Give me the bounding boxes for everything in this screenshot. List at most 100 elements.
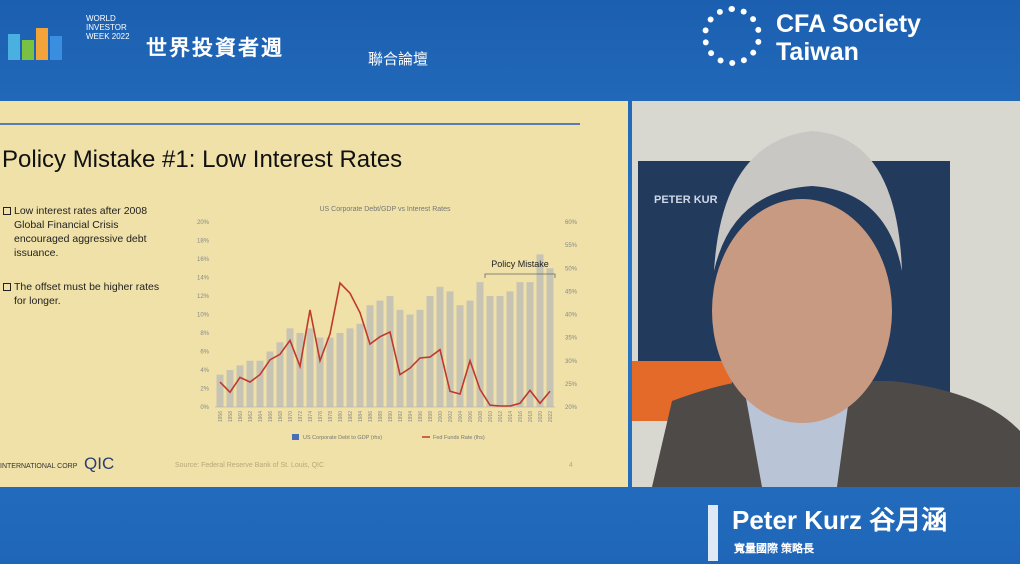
x-tick-label: 2014 [508,411,514,422]
bar [376,300,384,407]
y-tick-label: 6% [200,350,209,356]
name-bar-graphic [708,505,718,561]
y2-tick-label: 45% [565,289,578,295]
y-tick-label: 0% [200,405,209,411]
bar [536,254,544,407]
x-tick-label: 1958 [228,411,234,422]
bar [276,342,284,407]
event-line: WORLD [86,14,116,23]
bar [346,328,354,407]
x-tick-label: 2016 [518,411,524,422]
bar [546,268,554,407]
bar [506,291,514,407]
slide-logo: INTERNATIONAL CORP [0,463,78,470]
bar [446,291,454,407]
x-tick-label: 2010 [488,411,494,422]
slide-logo-mark: QIC [84,454,115,473]
y2-tick-label: 60% [565,220,578,226]
bar [406,314,414,407]
bar [326,337,334,407]
x-tick-label: 1974 [308,411,314,422]
bar [466,300,474,407]
x-tick-label: 2002 [448,411,454,422]
y2-tick-label: 50% [565,266,578,272]
y-tick-label: 12% [197,294,210,300]
y2-tick-label: 35% [565,336,578,342]
x-tick-label: 1956 [218,411,224,422]
video-frame: PETER KUR [632,101,1020,487]
speaker-role: 寬量國際 策略長 [734,543,815,555]
annotation: Policy Mistake [491,259,549,269]
y2-tick-label: 55% [565,243,578,249]
x-tick-label: 1960 [238,411,244,422]
x-tick-label: 2022 [548,411,554,422]
org-logo [702,6,762,66]
bar [386,296,394,407]
y2-tick-label: 25% [565,382,578,388]
x-tick-label: 1964 [258,411,264,422]
y2-tick-label: 30% [565,359,578,365]
event-line: INVESTOR [86,23,127,32]
bar [336,333,344,407]
bullet: Low interest rates after 2008 Global Fin… [3,204,174,260]
x-tick-label: 1988 [378,411,384,422]
y-tick-label: 8% [200,331,209,337]
x-tick-label: 1982 [348,411,354,422]
y2-tick-label: 20% [565,405,578,411]
speaker-name: Peter Kurz 谷月涵 [732,505,948,535]
y-tick-label: 18% [197,239,210,245]
bar [486,296,494,407]
bar [216,374,224,407]
x-tick-label: 1980 [338,411,344,422]
x-tick-label: 1976 [318,411,324,422]
bar [306,328,314,407]
y-tick-label: 16% [197,257,210,263]
x-tick-label: 2012 [498,411,504,422]
header-subtitle: 聯合論壇 [368,51,429,68]
org-name: CFA Society Taiwan [776,10,921,66]
page-number: 4 [569,462,573,469]
x-tick-label: 2008 [478,411,484,422]
x-tick-label: 2018 [528,411,534,422]
bar [516,282,524,407]
bar [456,305,464,407]
legend-swatch [292,434,299,440]
x-tick-label: 1968 [278,411,284,422]
org-line: Taiwan [776,38,859,66]
bar [266,351,274,407]
hair [714,131,902,271]
chart: US Corporate Debt/GDP vs Interest Rates 0… [197,206,578,441]
bar [256,360,264,407]
bar [526,282,534,407]
bar [236,365,244,407]
event-name: WORLD INVESTOR WEEK 2022 [86,14,130,41]
bar [296,333,304,407]
y-tick-label: 10% [197,313,210,319]
x-tick-label: 2004 [458,411,464,422]
bar [476,282,484,407]
x-tick-label: 1966 [268,411,274,422]
line [219,281,551,407]
y2-tick-label: 40% [565,313,578,319]
x-tick-label: 1972 [298,411,304,422]
x-tick-label: 1990 [388,411,394,422]
y-tick-label: 14% [197,276,210,282]
x-tick-label: 1992 [398,411,404,422]
x-tick-label: 2006 [468,411,474,422]
x-tick-label: 1998 [428,411,434,422]
org-line: CFA Society [776,10,921,38]
x-tick-label: 2020 [538,411,544,422]
y-tick-label: 20% [197,220,210,226]
y-tick-label: 2% [200,387,209,393]
bar [426,296,434,407]
x-tick-label: 1996 [418,411,424,422]
x-tick-label: 2000 [438,411,444,422]
legend-label: US Corporate Debt to GDP (rhs) [303,435,382,441]
annotation-bracket [484,273,556,278]
event-line: WEEK 2022 [86,32,130,41]
legend-label: Fed Funds Rate (lhs) [433,435,485,441]
bar [246,360,254,407]
x-tick-label: 1970 [288,411,294,422]
x-tick-label: 1962 [248,411,254,422]
